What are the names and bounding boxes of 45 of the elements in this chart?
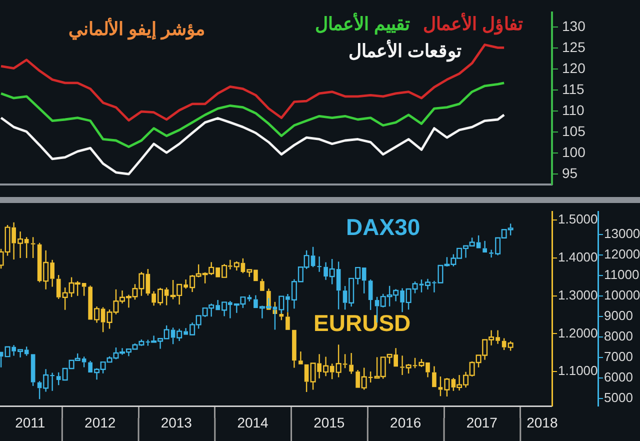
- y-tick-label: 1.4000: [558, 250, 598, 265]
- y-tick-label: 125: [562, 38, 586, 55]
- y-tick-label: 130: [562, 18, 586, 34]
- x-tick-label: 2015: [314, 414, 345, 430]
- y-tick-label: 120: [562, 60, 586, 76]
- y2-tick-label: 8000: [604, 328, 633, 344]
- y2-tick-label: 12000: [604, 246, 640, 262]
- y2-tick-label: 11000: [604, 266, 640, 282]
- x-tick-label: 2013: [160, 414, 192, 430]
- candlestick: [349, 352, 354, 374]
- x-tick-label: 2016: [390, 414, 422, 430]
- y2-tick-label: 9000: [604, 308, 633, 323]
- y2-tick-label: 5000: [604, 390, 633, 405]
- x-tick-label: 2011: [15, 414, 46, 430]
- y-tick-label: 105: [562, 122, 586, 139]
- text: توقعات الأعمال: [348, 38, 462, 62]
- y-tick-label: 1.5000: [558, 212, 598, 227]
- x-tick-label: 2017: [466, 414, 498, 430]
- series-label: تفاؤل الأعمال: [422, 12, 523, 35]
- candlestick: [260, 278, 264, 291]
- y-tick-label: 115: [562, 80, 585, 97]
- y2-tick-label: 13000: [604, 226, 640, 241]
- candlestick: [292, 330, 296, 368]
- y2-tick-label: 6000: [604, 369, 633, 384]
- y-tick-label: 100: [562, 144, 586, 160]
- y2-tick-label: 10000: [604, 287, 640, 302]
- x-tick-label: 2012: [84, 414, 116, 430]
- series-label: EURUSD: [314, 310, 411, 336]
- y2-tick-label: 7000: [604, 348, 633, 364]
- candlestick: [368, 278, 373, 311]
- candlestick: [30, 236, 36, 259]
- x-tick-label: 2014: [237, 414, 269, 430]
- chart-title: مؤشر إيفو الألماني: [68, 16, 206, 40]
- x-tick-label: 2018: [526, 414, 558, 430]
- candlestick: [298, 350, 303, 364]
- text: تقييم الأعمال: [314, 12, 410, 35]
- candlestick: [432, 366, 436, 388]
- y-tick-label: 1.1000: [558, 363, 598, 378]
- y-tick-label: 1.2000: [558, 325, 598, 340]
- y-tick-label: 110: [562, 102, 585, 118]
- candlestick: [317, 256, 322, 272]
- y-tick-label: 95: [562, 164, 578, 181]
- y-tick-label: 1.3000: [558, 287, 598, 302]
- series-label: DAX30: [346, 214, 420, 240]
- candlestick: [304, 364, 309, 393]
